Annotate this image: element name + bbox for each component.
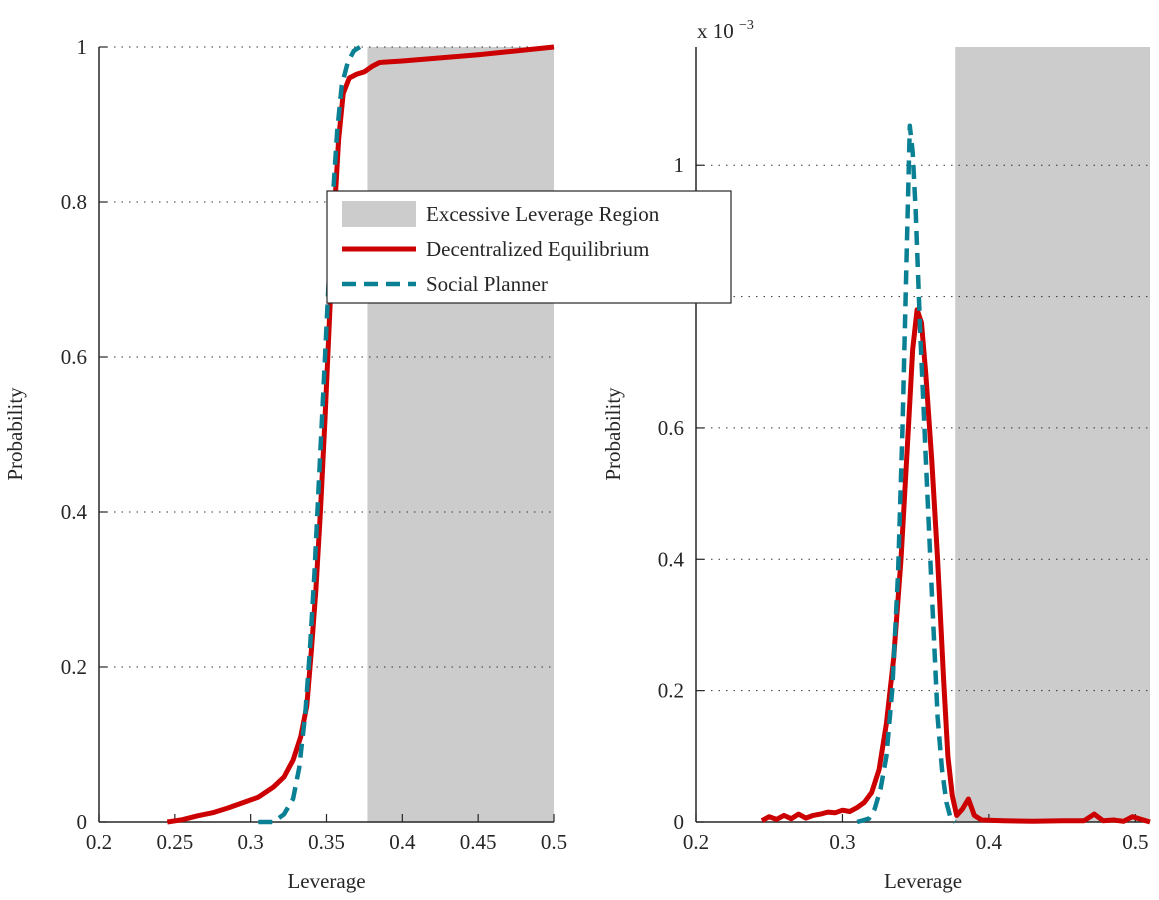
y-tick-label: 0 (674, 810, 685, 834)
legend-label: Decentralized Equilibrium (426, 237, 649, 261)
x-axis-label: Leverage (287, 869, 365, 893)
y-tick-label: 0.6 (61, 345, 87, 369)
x-axis-label: Leverage (884, 869, 962, 893)
social-planner-line (258, 45, 362, 825)
x-tick-label: 0.25 (156, 830, 193, 854)
chart-legend: Excessive Leverage Region Decentralized E… (326, 190, 732, 304)
y-tick-label: 0.2 (61, 655, 87, 679)
decentralized-equilibrium-line (166, 44, 555, 825)
legend-label: Social Planner (426, 272, 548, 296)
legend-swatch-excessive-leverage (342, 201, 416, 227)
chart-right-panel: 00.20.40.60.810.20.30.40.5LeverageProbab… (601, 18, 1151, 893)
decentralized-equilibrium-line (760, 307, 1151, 825)
x-tick-label: 0.5 (1122, 830, 1148, 854)
y-tick-label: 0.6 (658, 416, 684, 440)
y-tick-label: 1 (77, 35, 88, 59)
y-scale-label: x 10 −3 (697, 18, 754, 43)
y-tick-label: 1 (674, 153, 685, 177)
y-tick-label: 0.4 (61, 500, 88, 524)
y-tick-label: 0 (77, 810, 88, 834)
x-tick-label: 0.35 (308, 830, 345, 854)
excessive-leverage-region (955, 47, 1150, 822)
chart-left-panel: 00.20.40.60.810.2 0.25 0.3 0.35 0.4 0.45 0.5Le… (3, 35, 567, 893)
y-axis-label: Probability (3, 387, 27, 481)
y-tick-label: 0.4 (658, 547, 685, 571)
x-tick-label: 0.2 (86, 830, 112, 854)
y-tick-label: 0.8 (61, 190, 87, 214)
x-tick-label: 0.2 (683, 830, 709, 854)
legend-label: Excessive Leverage Region (426, 202, 660, 226)
x-tick-label: 0.3 (238, 830, 264, 854)
x-tick-label: 0.5 (541, 830, 567, 854)
x-tick-label: 0.4 (389, 830, 416, 854)
y-axis-label: Probability (601, 387, 625, 481)
x-tick-label: 0.45 (460, 830, 497, 854)
x-tick-label: 0.3 (829, 830, 855, 854)
excessive-leverage-region (367, 47, 554, 822)
social-planner-line (856, 123, 957, 825)
y-tick-label: 0.2 (658, 679, 684, 703)
y-scale-exponent: −3 (739, 18, 754, 33)
x-tick-label: 0.4 (976, 830, 1003, 854)
